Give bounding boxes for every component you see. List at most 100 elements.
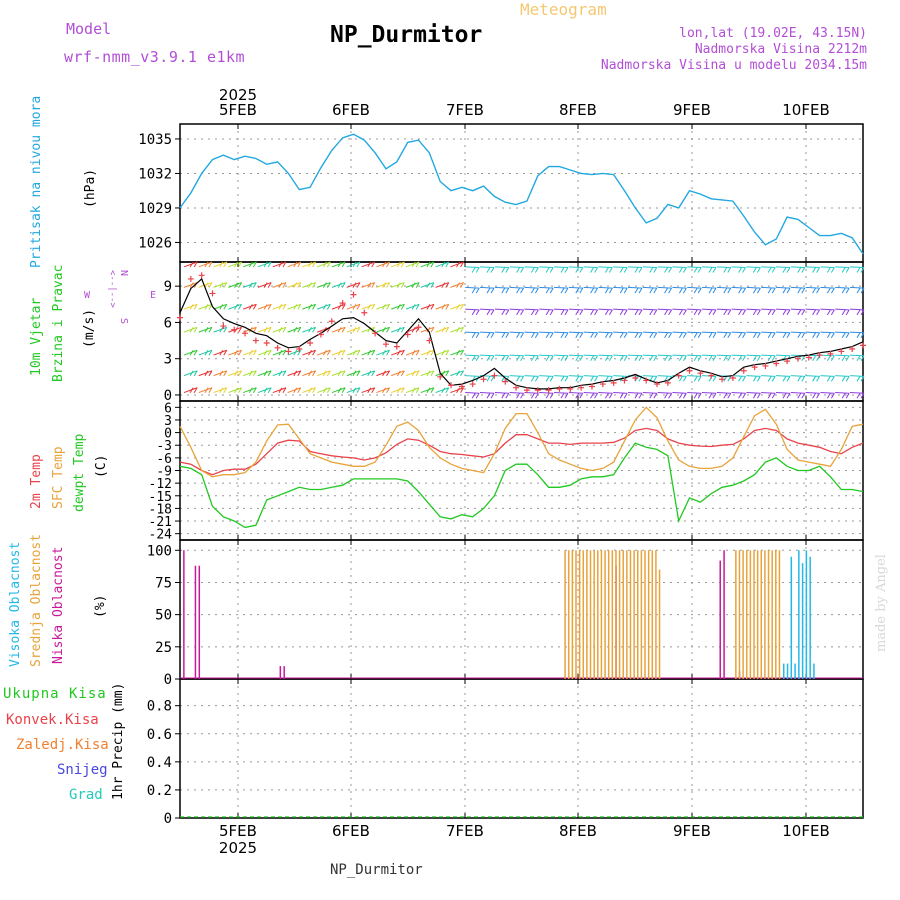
wind-barb (856, 332, 861, 339)
wind-barb (539, 354, 554, 357)
wind-barb (668, 309, 673, 316)
wind-barb (672, 286, 687, 289)
wind-barb (579, 287, 584, 294)
gust-marker (523, 387, 530, 394)
wind-barb (664, 376, 669, 382)
wind-barb (238, 350, 242, 356)
gust-marker (599, 381, 606, 388)
wind-barb (272, 282, 287, 288)
wind-barb (430, 350, 435, 356)
y-tick-label: 25 (155, 640, 172, 656)
wind-barb (248, 387, 253, 393)
wind-barb (752, 392, 757, 399)
wind-barb (361, 303, 375, 310)
wind-barb (331, 326, 346, 333)
wind-barb (341, 282, 346, 288)
wind-barb (272, 261, 287, 268)
wind-barb (435, 261, 449, 268)
wind-barb (465, 308, 480, 311)
wind-barb (830, 355, 835, 362)
wind-barb (775, 308, 791, 311)
wind-barb (352, 304, 357, 310)
x-year-label-top: 2025 (219, 86, 257, 104)
wind-barb (738, 355, 743, 362)
wind-barb (252, 370, 257, 377)
compass-e: E (150, 290, 156, 301)
wind-barb (767, 355, 772, 362)
wind-barb (830, 376, 835, 382)
wind-barb (845, 376, 850, 382)
wind-barb (693, 392, 698, 399)
wind-barb (486, 309, 491, 316)
wind-barb (752, 332, 757, 339)
wind-barb (549, 332, 554, 339)
wind-barb (708, 332, 713, 339)
wind-barb (465, 331, 480, 334)
wind-barb (657, 286, 672, 289)
wind-barb (812, 392, 817, 399)
wind-barb (322, 370, 327, 377)
wind-barb (382, 282, 386, 288)
wind-barb (841, 376, 846, 382)
wind-barb (193, 327, 198, 333)
wind-barb (723, 355, 728, 362)
model-elevation-label: Nadmorska Visina u modelu 2034.15m (600, 58, 867, 73)
wind-barb (649, 355, 654, 362)
wind-barb (426, 304, 431, 310)
wind-barb (278, 327, 283, 333)
wind-barb (786, 287, 791, 294)
wind-barb (575, 355, 580, 362)
wind-barb (575, 332, 580, 339)
wind-barb (653, 355, 658, 362)
wind-barb (223, 370, 228, 377)
wind-barb (598, 331, 613, 334)
wind-barb (564, 332, 569, 339)
wind-barb (494, 331, 509, 334)
wind-barb (553, 266, 569, 269)
wind-barb (716, 308, 731, 311)
wind-barb (797, 392, 802, 399)
wind-barb (549, 376, 554, 382)
wind-barb (849, 331, 865, 334)
panel-frame (179, 123, 864, 263)
wind-barb (619, 392, 624, 399)
wind-barb (530, 355, 535, 362)
wind-barb (267, 387, 272, 393)
wind-barb (708, 309, 713, 316)
wind-barb (386, 370, 390, 377)
wind-barb (415, 350, 420, 356)
wind-barb (687, 331, 702, 334)
wind-barb (263, 387, 268, 393)
wind-barb (376, 282, 390, 288)
wind-barb (664, 392, 669, 399)
wind-barb (727, 309, 732, 316)
wind-barb (189, 304, 194, 310)
wind-barb (575, 287, 580, 294)
wind-barb (598, 266, 613, 269)
wind-barb (337, 304, 342, 310)
x-tick-label-bottom: 10FEB (782, 822, 829, 840)
wind-barb (530, 392, 535, 399)
wind-barb (797, 267, 802, 273)
wind-barb (361, 370, 375, 377)
wind-barb (189, 327, 194, 333)
wind-barb (583, 354, 598, 357)
wind-barb (752, 355, 757, 362)
wind-barb (430, 282, 435, 288)
wind-barb (297, 327, 302, 333)
x-year-label-bottom: 2025 (219, 839, 257, 857)
wind-barb (723, 392, 728, 399)
wind-barb (727, 355, 732, 362)
wind-barb (308, 261, 312, 268)
y-tick-label: 75 (155, 575, 172, 591)
wind-barb (405, 387, 420, 394)
wind-barb (302, 261, 316, 268)
x-tick-label-top: 6FEB (332, 101, 370, 119)
wind-barb (243, 303, 257, 310)
wind-barb (326, 282, 331, 288)
wind-barb (727, 376, 732, 382)
y-tick-label: -21 (149, 515, 172, 530)
wind-barb (204, 261, 209, 268)
wind-barb (767, 376, 772, 382)
wind-barb (400, 350, 405, 356)
